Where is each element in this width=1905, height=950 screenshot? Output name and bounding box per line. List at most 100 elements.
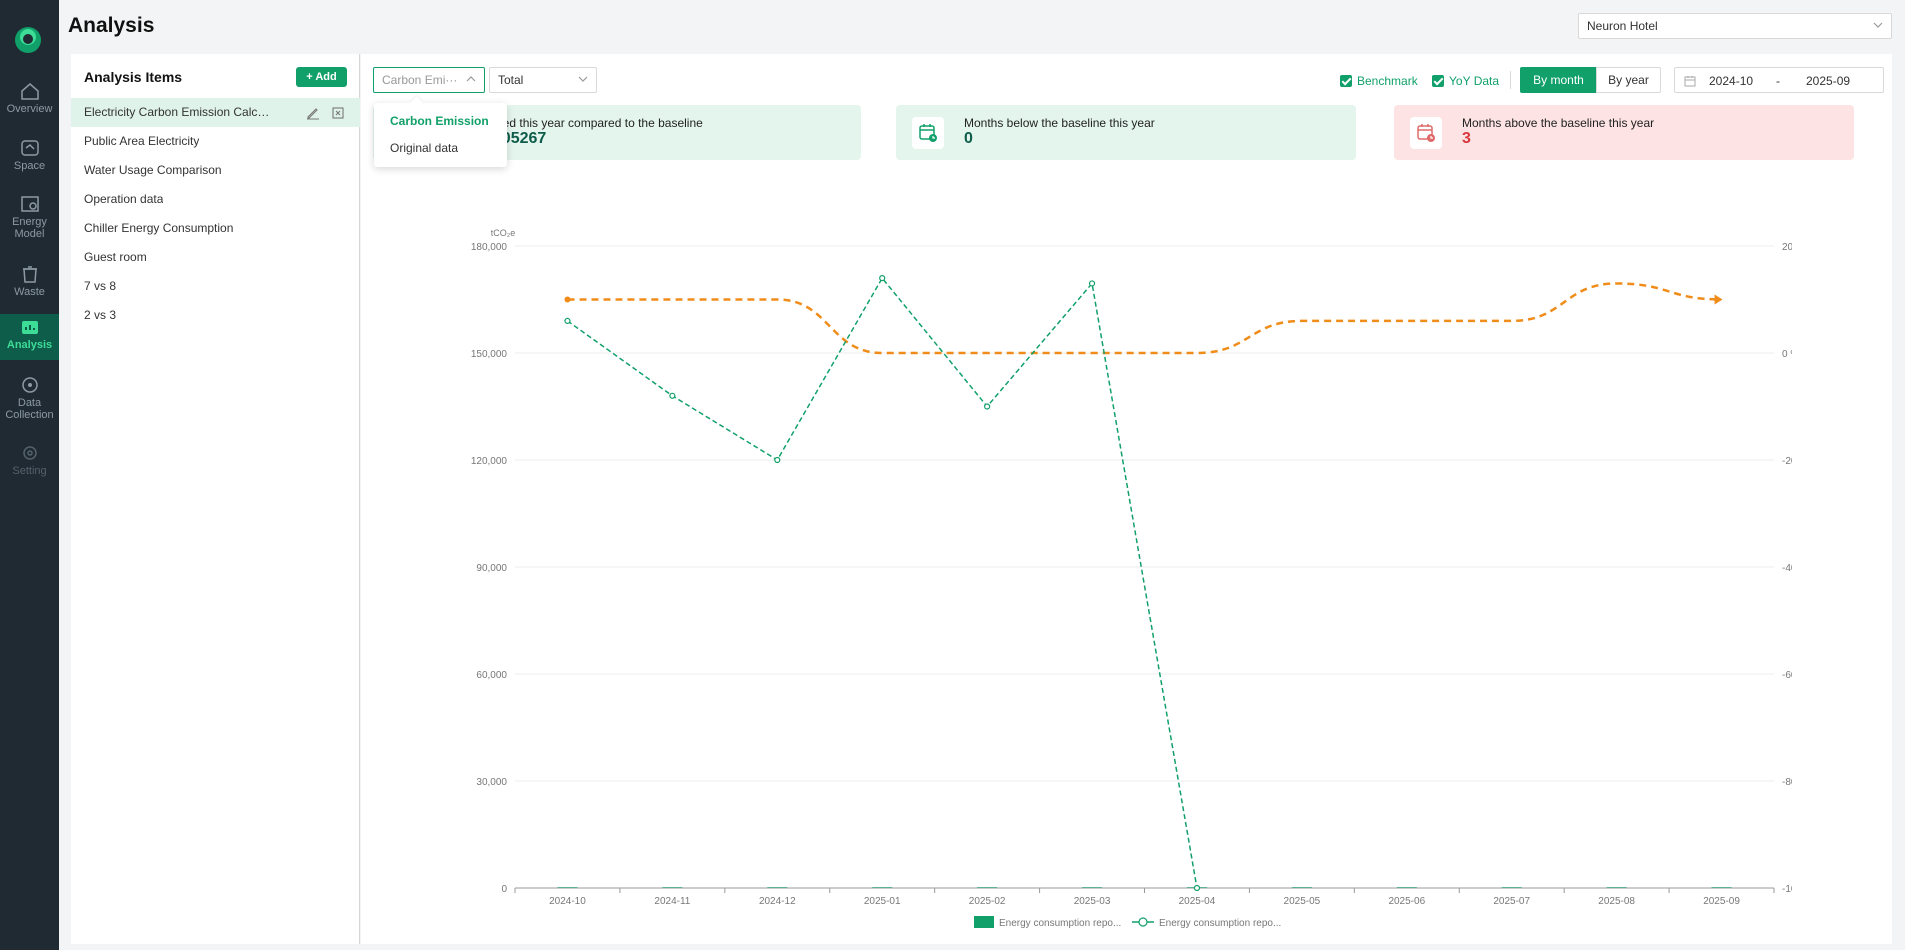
data-collection-icon [21, 377, 38, 393]
bar [1606, 887, 1627, 888]
yoy-checkbox[interactable]: YoY Data [1432, 73, 1499, 89]
card-title: Months below the baseline this year [964, 116, 1155, 130]
calendar-icon [1684, 76, 1696, 87]
nav-overview[interactable]: Overview [0, 82, 59, 122]
nav-energy-model[interactable]: Energy Model [0, 195, 59, 245]
y-right-tick-label: -60 % [1782, 670, 1792, 681]
hotel-select[interactable]: Neuron Hotel [1578, 13, 1892, 39]
bar [977, 887, 998, 888]
nav-setting[interactable]: Setting [0, 444, 59, 484]
list-item[interactable]: Electricity Carbon Emission Calcul··· [71, 98, 360, 127]
list-item[interactable]: Public Area Electricity [71, 127, 360, 156]
yoy-point [564, 317, 571, 324]
list-item[interactable]: Chiller Energy Consumption [71, 214, 360, 243]
by-month-button[interactable]: By month [1520, 67, 1597, 93]
nav-waste[interactable]: Waste [0, 265, 59, 305]
list-item[interactable]: 7 vs 8 [71, 272, 360, 301]
nav-label: Data Collection [5, 397, 54, 421]
calendar-check-icon [919, 124, 937, 142]
y-left-tick-label: 60,000 [476, 670, 507, 681]
list-item-label: Water Usage Comparison [84, 163, 222, 177]
list-item-label: Operation data [84, 192, 164, 206]
y-left-tick-label: 150,000 [471, 349, 508, 360]
nav-label: Setting [12, 465, 47, 477]
y-left-tick-label: 30,000 [476, 777, 507, 788]
yoy-point [984, 403, 991, 410]
delete-icon[interactable] [331, 106, 345, 120]
hotel-select-value: Neuron Hotel [1587, 19, 1658, 33]
app-logo-icon [15, 27, 41, 53]
x-tick-label: 2024-11 [654, 896, 690, 907]
card-value: 3 [1462, 130, 1471, 147]
y-unit-label: tCO₂e [491, 228, 516, 238]
y-left-tick-label: 0 [501, 884, 507, 895]
x-tick-label: 2024-12 [759, 896, 796, 907]
scope-select[interactable]: Total [489, 67, 597, 93]
edit-icon[interactable] [306, 106, 320, 120]
legend-label: Energy consumption repo... [1159, 918, 1281, 929]
legend-bar-swatch [974, 916, 994, 928]
bar [1291, 887, 1312, 888]
legend-label: Energy consumption repo... [999, 918, 1121, 929]
metric-select-value: Carbon Emi··· [382, 73, 458, 87]
list-item[interactable]: Operation data [71, 185, 360, 214]
by-year-button[interactable]: By year [1596, 67, 1661, 93]
bar [557, 887, 578, 888]
x-tick-label: 2024-10 [549, 896, 586, 907]
bar [1082, 887, 1103, 888]
x-tick-label: 2025-02 [969, 896, 1006, 907]
main-panel: Carbon Emi··· Total Benchmark YoY Data B… [361, 54, 1892, 944]
yoy-point [669, 392, 676, 399]
y-right-tick-label: -40 % [1782, 563, 1792, 574]
card-title: Months above the baseline this year [1462, 116, 1655, 130]
nav-space[interactable]: Space [0, 139, 59, 179]
energy-model-icon [20, 196, 39, 212]
nav-label: Energy Model [12, 216, 47, 240]
card-icon-box [1410, 117, 1442, 149]
y-right-tick-label: 0 % [1782, 349, 1792, 360]
date-separator: - [1776, 74, 1780, 88]
list-item-label: 7 vs 8 [84, 279, 117, 293]
list-item-label: Public Area Electricity [84, 134, 200, 148]
baseline-end-arrow [1714, 294, 1723, 305]
yoy-point [1088, 280, 1096, 287]
x-tick-label: 2025-09 [1703, 896, 1740, 907]
home-icon [20, 83, 39, 100]
metric-select[interactable]: Carbon Emi··· [373, 67, 485, 93]
calendar-alert-icon [1417, 124, 1435, 142]
space-icon [20, 140, 39, 156]
analysis-icon [21, 321, 38, 334]
dropdown-option-carbon-emission[interactable]: Carbon Emission [390, 114, 489, 128]
date-start: 2024-10 [1709, 74, 1754, 88]
checkbox-checked-icon [1340, 75, 1352, 87]
list-item[interactable]: 2 vs 3 [71, 301, 360, 330]
y-right-tick-label: 20 % [1782, 242, 1792, 253]
list-item[interactable]: Guest room [71, 243, 360, 272]
sidebar: Overview Space Energy Model Waste Analys… [0, 0, 59, 950]
nav-data-collection[interactable]: Data Collection [0, 376, 59, 426]
date-range-picker[interactable]: 2024-10 - 2025-09 [1674, 67, 1884, 93]
add-button[interactable]: + Add [296, 67, 347, 87]
nav-label: Space [13, 160, 46, 172]
x-tick-label: 2025-04 [1179, 896, 1216, 907]
bar [767, 887, 788, 888]
legend-line-marker [1138, 917, 1148, 927]
bar [1396, 887, 1417, 888]
months-above-card: Months above the baseline this year 3 [1394, 105, 1854, 160]
toolbar-divider [1510, 71, 1511, 89]
nav-label: Overview [6, 103, 53, 115]
list-item[interactable]: Water Usage Comparison [71, 156, 360, 185]
yoy-line [567, 276, 1198, 889]
analysis-items-panel: Analysis Items + Add Electricity Carbon … [71, 54, 360, 944]
x-tick-label: 2025-01 [864, 896, 901, 907]
bar [1711, 887, 1732, 888]
card-value: 0 [964, 130, 973, 147]
list-item-label: Electricity Carbon Emission Calcul··· [84, 105, 272, 119]
scope-select-value: Total [498, 73, 524, 87]
benchmark-checkbox[interactable]: Benchmark [1340, 73, 1418, 89]
dropdown-option-original-data[interactable]: Original data [390, 141, 459, 155]
y-right-tick-label: -100 % [1782, 884, 1792, 895]
chevron-down-icon [1873, 22, 1883, 28]
nav-analysis[interactable]: Analysis [0, 314, 59, 360]
bar [1501, 887, 1522, 888]
